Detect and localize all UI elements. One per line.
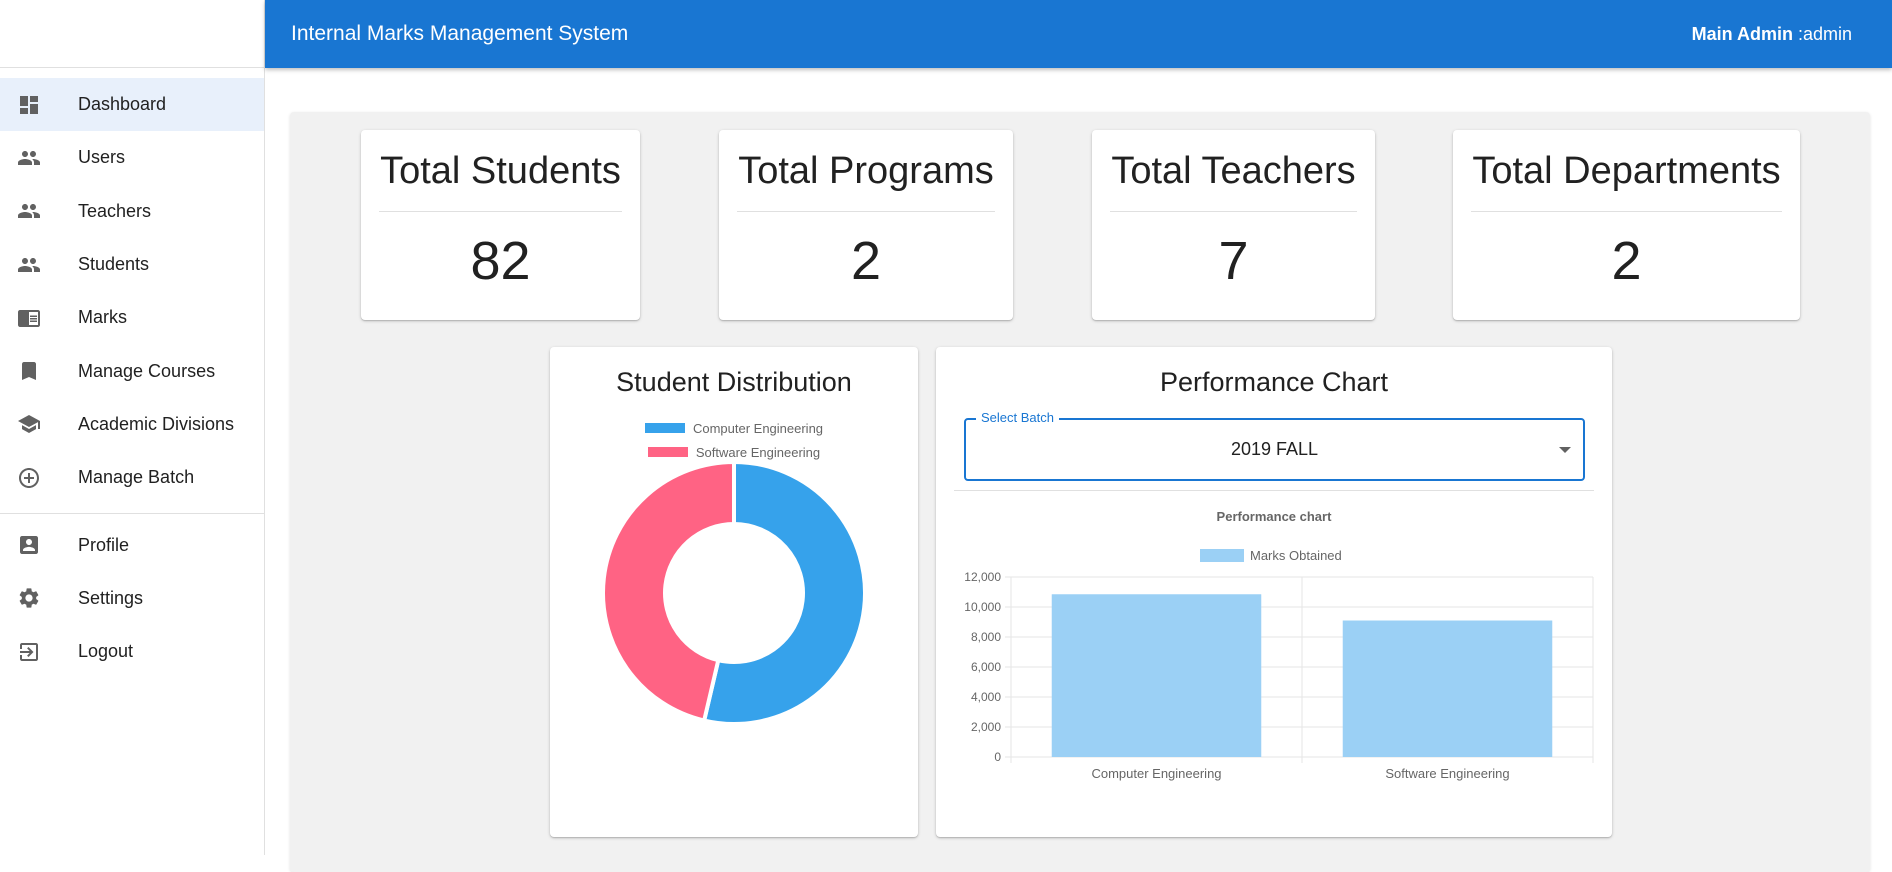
logout-icon [16, 639, 42, 665]
performance-chart-card: Performance Chart Select Batch 2019 FALL… [936, 347, 1612, 837]
sidebar-item-label: Profile [78, 534, 130, 555]
dashboard-icon [16, 92, 42, 118]
y-tick-label: 6,000 [971, 660, 1001, 674]
y-tick-label: 12,000 [964, 570, 1001, 584]
legend-label: Computer Engineering [692, 420, 824, 436]
y-tick-label: 4,000 [971, 690, 1001, 704]
bar-software-engineering[interactable] [1342, 620, 1553, 758]
people-icon [16, 198, 42, 224]
sidebar-item-label: Manage Courses [78, 360, 216, 381]
stat-value: 2 [1611, 231, 1642, 291]
sidebar-item-teachers[interactable]: Teachers [0, 185, 264, 238]
batch-select-label: Select Batch [976, 410, 1059, 425]
bar-computer-engineering[interactable] [1051, 594, 1262, 757]
user-indicator[interactable]: Main Admin :admin [1692, 24, 1852, 45]
app-bar: Internal Marks Management System Main Ad… [265, 0, 1892, 68]
sidebar-item-users[interactable]: Users [0, 131, 264, 184]
account-box-icon [16, 532, 42, 558]
y-tick-label: 0 [994, 750, 1001, 764]
legend-item[interactable]: Software Engineering [550, 440, 918, 464]
gear-icon [16, 585, 42, 611]
stat-value: 82 [470, 231, 531, 291]
sidebar-item-students[interactable]: Students [0, 238, 264, 291]
x-tick-label: Software Engineering [1385, 766, 1509, 781]
bookmark-icon [16, 358, 42, 384]
legend-label[interactable]: Marks Obtained [1250, 548, 1342, 563]
donut-chart [601, 459, 867, 726]
sidebar-item-manage-courses[interactable]: Manage Courses [0, 344, 264, 397]
sidebar-item-logout[interactable]: Logout [0, 625, 264, 678]
sidebar-item-label: Marks [78, 307, 127, 328]
batch-select[interactable]: Select Batch 2019 FALL [964, 410, 1585, 481]
sidebar-item-label: Logout [78, 641, 134, 662]
user-role: :admin [1797, 23, 1852, 44]
x-tick-label: Computer Engineering [1091, 766, 1221, 781]
student-distribution-card: Student Distribution Computer Engineerin… [550, 347, 918, 837]
sidebar-item-label: Academic Divisions [78, 413, 235, 434]
sidebar-item-academic-divisions[interactable]: Academic Divisions [0, 398, 264, 451]
donut-slice-software-engineering[interactable] [601, 459, 736, 723]
y-tick-label: 2,000 [971, 720, 1001, 734]
people-icon [16, 145, 42, 171]
chrome-reader-icon [16, 305, 42, 331]
sidebar-item-label: Manage Batch [78, 467, 195, 488]
sidebar-item-manage-batch[interactable]: Manage Batch [0, 451, 264, 504]
sidebar-item-dashboard[interactable]: Dashboard [0, 78, 264, 132]
legend-label: Software Engineering [695, 444, 821, 460]
y-tick-label: 8,000 [971, 630, 1001, 644]
sidebar-item-label: Dashboard [78, 94, 167, 115]
school-icon [16, 411, 42, 437]
legend-swatch [644, 423, 685, 433]
sidebar-item-profile[interactable]: Profile [0, 518, 264, 571]
sidebar-item-label: Settings [78, 587, 144, 608]
sidebar-nav: Dashboard Users Teachers Students Marks … [0, 68, 264, 678]
sidebar-item-marks[interactable]: Marks [0, 291, 264, 344]
add-circle-icon [16, 465, 42, 491]
stat-card-total-programs: Total Programs 2 [719, 130, 1013, 320]
legend-item[interactable]: Computer Engineering [550, 416, 918, 440]
performance-title: Performance Chart [1159, 367, 1389, 397]
stat-title: Total Departments [1471, 150, 1782, 212]
bar-chart: Performance chart Marks Obtained 0 2,000 4,0… [964, 509, 1594, 781]
user-name: Main Admin [1691, 23, 1793, 44]
stat-card-total-students: Total Students 82 [361, 130, 640, 320]
donut-slice-computer-engineering[interactable] [701, 459, 867, 726]
sidebar-header [0, 0, 264, 68]
sidebar: Dashboard Users Teachers Students Marks … [0, 0, 265, 855]
stat-value: 2 [850, 231, 882, 291]
stat-title: Total Teachers [1110, 150, 1357, 212]
distribution-title: Student Distribution [616, 367, 852, 397]
sidebar-item-label: Users [78, 147, 126, 168]
stat-value: 7 [1218, 231, 1249, 291]
batch-select-value: 2019 FALL [1230, 439, 1319, 459]
stat-title: Total Programs [737, 150, 995, 212]
app-title: Internal Marks Management System [291, 22, 629, 45]
performance-divider [954, 490, 1594, 491]
stat-title: Total Students [379, 150, 622, 212]
legend-swatch [1200, 549, 1244, 562]
stat-card-total-departments: Total Departments 2 [1453, 130, 1800, 320]
legend-swatch [647, 447, 688, 457]
sidebar-divider [0, 513, 264, 515]
sidebar-item-label: Teachers [78, 200, 152, 221]
people-icon [16, 252, 42, 278]
y-tick-label: 10,000 [964, 600, 1001, 614]
distribution-legend: Computer Engineering Software Engineerin… [550, 416, 918, 464]
sidebar-item-settings[interactable]: Settings [0, 572, 264, 625]
bar-chart-title: Performance chart [1217, 509, 1333, 524]
chevron-down-icon [1559, 447, 1571, 453]
stat-card-total-teachers: Total Teachers 7 [1092, 130, 1375, 320]
sidebar-item-label: Students [78, 254, 150, 275]
